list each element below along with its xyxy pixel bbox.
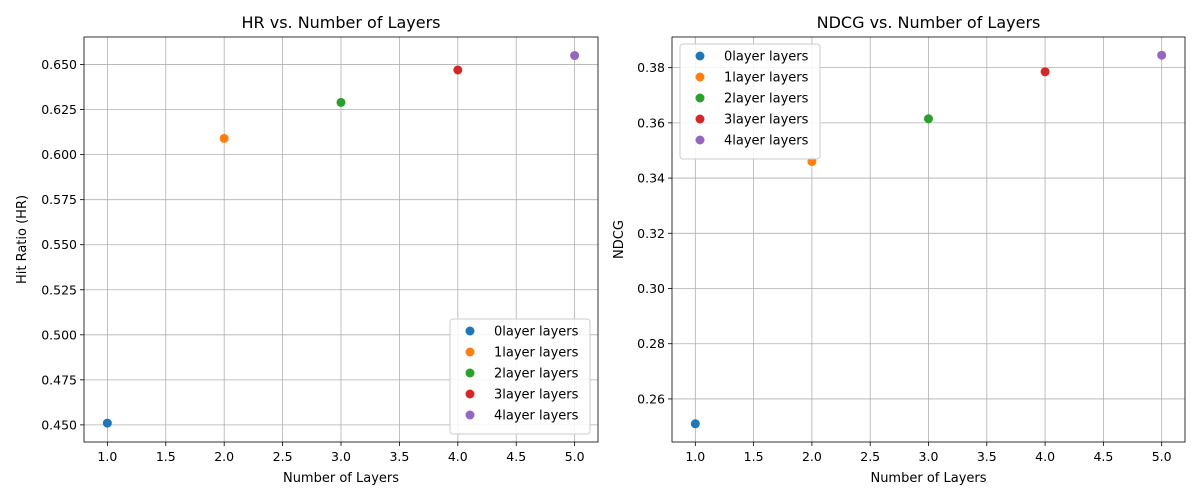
x-tick-label: 3.0 [331, 449, 351, 464]
x-tick-label: 2.5 [273, 449, 293, 464]
data-point [1157, 50, 1167, 60]
y-axis-label: NDCG [612, 220, 627, 259]
x-tick-label: 4.5 [1093, 449, 1113, 464]
legend-entry: 4layer layers [724, 134, 809, 149]
x-axis-label: Number of Layers [283, 471, 399, 486]
legend: 0layer layers 1layer layers 2layer layers 3… [679, 43, 821, 160]
legend-entry: 1layer layers [494, 346, 579, 361]
legend-entry: 0layer layers [494, 325, 579, 340]
legend-marker [695, 51, 705, 61]
x-tick-label: 3.5 [977, 449, 997, 464]
legend-marker [695, 114, 705, 124]
data-point [1040, 67, 1050, 77]
legend-entry: 1layer layers [724, 71, 809, 86]
x-tick-label: 1.5 [156, 449, 176, 464]
y-tick-label: 0.650 [41, 57, 77, 72]
x-tick-label: 4.5 [506, 449, 526, 464]
data-point [924, 114, 933, 124]
x-tick-label: 4.0 [1035, 449, 1055, 464]
x-tick-label: 1.0 [685, 449, 705, 464]
legend-entry: 2layer layers [494, 367, 579, 382]
x-tick-label: 1.5 [744, 449, 764, 464]
hr-chart: 1.0 1.5 2.0 2.5 3.0 3.5 4.0 4.5 5.0 0.450 0.475 0.5… [15, 13, 599, 486]
x-axis-label: Number of Layers [870, 471, 986, 486]
data-point [219, 133, 229, 143]
data-point [336, 97, 346, 107]
x-tick-label: 3.5 [389, 449, 409, 464]
x-tick-label: 3.0 [919, 449, 939, 464]
grid [84, 37, 598, 442]
legend-marker [465, 389, 475, 399]
x-tick-label: 1.0 [97, 449, 117, 464]
legend-marker [695, 72, 705, 82]
data-point [690, 419, 700, 429]
y-tick-label: 0.625 [41, 102, 77, 117]
y-tick-label: 0.30 [637, 281, 665, 296]
legend-marker [695, 93, 705, 103]
legend: 0layer layers 1layer layers 2layer layers 3… [449, 318, 591, 435]
legend-entry: 2layer layers [724, 92, 809, 107]
y-tick-label: 0.34 [637, 171, 665, 186]
y-tick-label: 0.525 [41, 282, 77, 297]
x-tick-label: 5.0 [1152, 449, 1172, 464]
legend-entry: 4layer layers [494, 409, 579, 424]
ndcg-chart: 1.0 1.5 2.0 2.5 3.0 3.5 4.0 4.5 5.0 0.26 0.28 0.30 0… [612, 13, 1186, 486]
y-tick-label: 0.475 [41, 372, 77, 387]
legend-box [449, 318, 591, 435]
y-tick-label: 0.575 [41, 192, 77, 207]
x-tick-label: 5.0 [565, 449, 585, 464]
x-tick-label: 2.0 [802, 449, 822, 464]
y-tick-label: 0.550 [41, 237, 77, 252]
data-point [570, 51, 580, 61]
legend-entry: 3layer layers [724, 113, 809, 128]
y-tick-label: 0.32 [637, 226, 665, 241]
y-tick-label: 0.450 [41, 417, 77, 432]
y-axis-label: Hit Ratio (HR) [15, 195, 30, 284]
x-tick-label: 2.5 [860, 449, 880, 464]
legend-marker [465, 326, 475, 336]
data-point [453, 65, 463, 75]
legend-entry: 3layer layers [494, 388, 579, 403]
chart-title: HR vs. Number of Layers [241, 13, 440, 32]
legend-box [679, 43, 821, 160]
x-tick-label: 2.0 [214, 449, 234, 464]
grid [672, 37, 1185, 442]
y-tick-label: 0.28 [637, 336, 665, 351]
legend-marker [695, 135, 705, 145]
legend-marker [465, 347, 475, 357]
legend-marker [465, 410, 475, 420]
chart-title: NDCG vs. Number of Layers [817, 13, 1041, 32]
x-tick-label: 4.0 [448, 449, 468, 464]
y-tick-label: 0.36 [637, 115, 665, 130]
y-tick-label: 0.600 [41, 147, 77, 162]
data-point [102, 418, 112, 428]
y-tick-label: 0.26 [637, 391, 665, 406]
y-tick-label: 0.38 [637, 60, 665, 75]
y-tick-label: 0.500 [41, 327, 77, 342]
legend-entry: 0layer layers [724, 50, 809, 65]
legend-marker [465, 368, 475, 378]
